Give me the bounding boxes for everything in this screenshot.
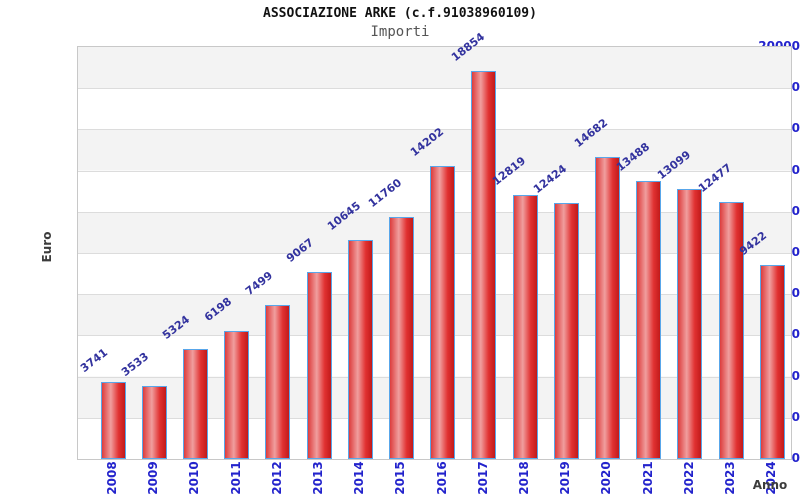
x-tick-label: 2023: [723, 461, 737, 495]
bar-2016: [430, 166, 456, 459]
bar-value-label: 14202: [407, 125, 446, 160]
y-axis-title: Euro: [40, 231, 54, 263]
bar-2008: [100, 381, 126, 459]
x-tick-label: 2022: [681, 461, 696, 495]
y-tick-label: 0: [791, 451, 800, 465]
bar-2009: [141, 386, 167, 459]
x-tick-label: 2017: [475, 461, 490, 495]
x-tick-label: 2012: [269, 461, 284, 495]
x-tick-label: 2008: [105, 461, 119, 495]
x-tick-label: 2011: [228, 461, 243, 495]
bar-value-label: 13099: [654, 148, 693, 183]
x-tick-label: 2013: [311, 461, 325, 495]
x-tick-label: 2020: [599, 461, 614, 495]
plot-area: 3741 3533 5324 6198 7499 9067 10645 11760 14202 1…: [77, 30, 792, 460]
x-tick-label: 2015: [393, 461, 408, 495]
bar-2015: [388, 216, 414, 459]
bar-2019: [553, 203, 579, 459]
bar-value-label: 3741: [77, 345, 111, 375]
bar-2014: [347, 239, 373, 459]
x-tick-label: 2019: [558, 461, 573, 495]
bar-2010: [182, 349, 208, 459]
x-tick-label: 2016: [434, 461, 449, 495]
chart-subtitle: Importi: [370, 24, 430, 40]
x-tick-label: 2018: [517, 461, 531, 495]
bar-value-label: 5324: [160, 313, 193, 343]
x-axis-title: Anno: [752, 478, 788, 492]
bar-value-label: 6198: [201, 295, 234, 325]
bar-value-label: 7499: [242, 268, 275, 298]
bar-2022: [677, 189, 703, 459]
bar-2021: [636, 181, 662, 459]
x-tick-label: 2010: [187, 461, 202, 495]
chart-title: ASSOCIAZIONE ARKE (c.f.91038960109): [263, 6, 537, 21]
x-tick-label: 2014: [352, 461, 367, 495]
gridline: [78, 88, 791, 90]
bar-2012: [265, 304, 291, 459]
bar-value-label: 12477: [695, 161, 735, 195]
bar-value-label: 9067: [283, 236, 317, 266]
bar-2013: [306, 272, 332, 459]
bar-2020: [594, 156, 620, 459]
bar-2011: [224, 331, 250, 459]
x-tick-label: 2021: [640, 461, 655, 495]
bar-2017: [471, 70, 497, 459]
bar-2023: [718, 201, 744, 459]
bar-value-label: 12424: [531, 162, 570, 197]
x-tick-label: 2009: [146, 461, 161, 495]
bar-value-label: 14682: [572, 115, 611, 150]
bar-2018: [512, 194, 538, 459]
bar-2024: [759, 264, 785, 459]
bar-value-label: 10645: [325, 198, 364, 233]
gridline: [78, 129, 791, 131]
bar-value-label: 3533: [119, 350, 152, 380]
bar-value-label: 11760: [366, 175, 405, 210]
